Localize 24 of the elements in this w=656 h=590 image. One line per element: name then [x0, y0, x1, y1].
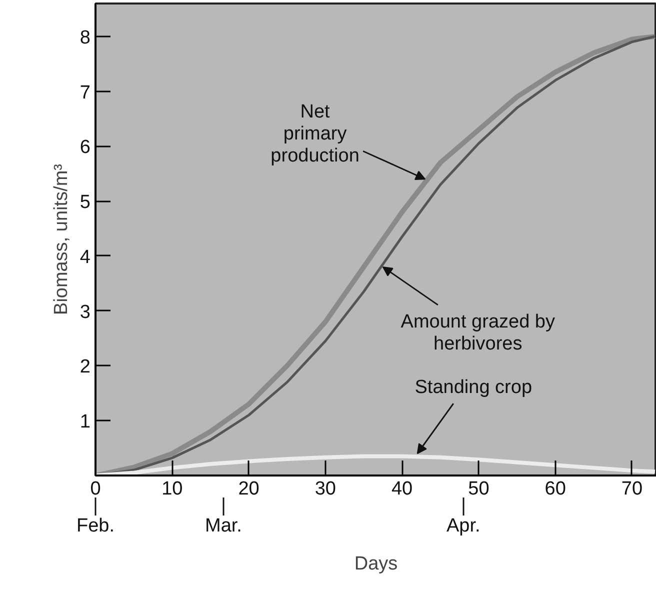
y-tick-label: 3 [80, 302, 91, 323]
ref-line-label: Feb. [76, 516, 115, 536]
x-tick-label: 40 [391, 478, 413, 500]
y-tick-label: 6 [80, 137, 91, 158]
y-tick-label: 4 [80, 246, 91, 268]
y-tick-label: 7 [80, 82, 91, 104]
x-axis-title: Days [354, 554, 398, 574]
y-tick-label: 1 [80, 412, 91, 433]
ref-line-label: Apr. [446, 516, 480, 536]
annotation: Amount grazed by herbivores [400, 311, 556, 354]
y-tick-label: 5 [80, 192, 91, 214]
ref-line-label: Mar. [205, 516, 242, 536]
x-tick-label: 70 [621, 478, 643, 500]
x-tick-label: 50 [468, 478, 490, 500]
y-axis-title: Biomass, units/m³ [50, 164, 72, 315]
x-tick-label: 10 [162, 478, 183, 500]
y-tick-label: 8 [80, 27, 91, 48]
x-tick-label: 20 [238, 478, 260, 500]
x-tick-label: 60 [544, 478, 566, 500]
annotation: Net primary production [270, 102, 360, 167]
annotation: Standing crop [414, 377, 532, 398]
y-tick-label: 2 [80, 356, 91, 378]
x-tick-label: 30 [314, 478, 336, 500]
x-tick-label: 0 [90, 478, 101, 500]
